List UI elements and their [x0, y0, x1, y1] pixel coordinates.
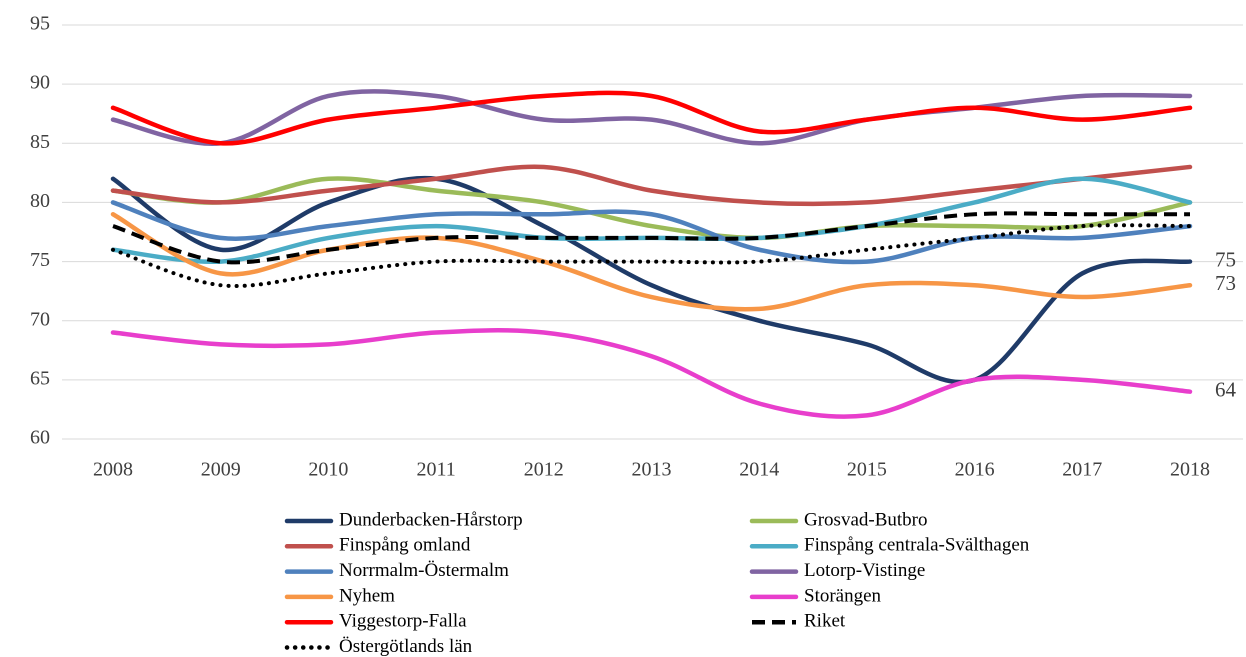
legend-label: Riket [804, 611, 846, 632]
legend-label: Grosvad-Butbro [804, 509, 927, 530]
x-tick-label: 2012 [524, 459, 564, 481]
legend-label: Lotorp-Vistinge [804, 560, 925, 581]
legend-label: Norrmalm-Östermalm [339, 560, 509, 581]
legend-label: Finspång centrala-Svälthagen [804, 535, 1030, 556]
legend-label: Finspång omland [339, 535, 471, 556]
series-line [110, 89, 1193, 146]
x-tick-label: 2015 [847, 459, 887, 481]
y-tick-label: 70 [30, 308, 50, 330]
series-line [112, 211, 1190, 265]
series-line [110, 90, 1193, 146]
x-tick-label: 2011 [416, 459, 455, 481]
x-tick-label: 2014 [739, 459, 779, 481]
series-line [110, 164, 1193, 207]
series-line [110, 212, 1193, 312]
series-line [110, 200, 1193, 265]
legend-label: Nyhem [339, 585, 395, 606]
y-tick-label: 65 [30, 367, 50, 389]
y-tick-label: 80 [30, 190, 50, 212]
y-tick-label: 90 [30, 72, 50, 94]
series-line [110, 175, 1193, 385]
y-tick-label: 75 [30, 249, 50, 271]
x-tick-label: 2010 [308, 459, 348, 481]
series-line [110, 328, 1193, 419]
x-tick-label: 2013 [632, 459, 672, 481]
x-tick-label: 2018 [1170, 459, 1210, 481]
data-label: 75 [1215, 247, 1236, 271]
legend-label: Östergötlands län [339, 636, 473, 657]
legend-label: Storängen [804, 585, 882, 606]
data-label: 64 [1215, 377, 1237, 401]
x-tick-label: 2017 [1062, 459, 1102, 481]
y-tick-label: 95 [30, 13, 50, 35]
y-tick-label: 60 [30, 427, 50, 449]
data-label: 73 [1215, 271, 1236, 295]
x-tick-label: 2008 [93, 459, 133, 481]
legend-label: Viggestorp-Falla [339, 611, 467, 632]
y-tick-label: 85 [30, 131, 50, 153]
x-tick-label: 2016 [955, 459, 995, 481]
x-tick-label: 2009 [201, 459, 241, 481]
legend-label: Dunderbacken-Hårstorp [339, 509, 523, 530]
series-line [110, 176, 1193, 241]
